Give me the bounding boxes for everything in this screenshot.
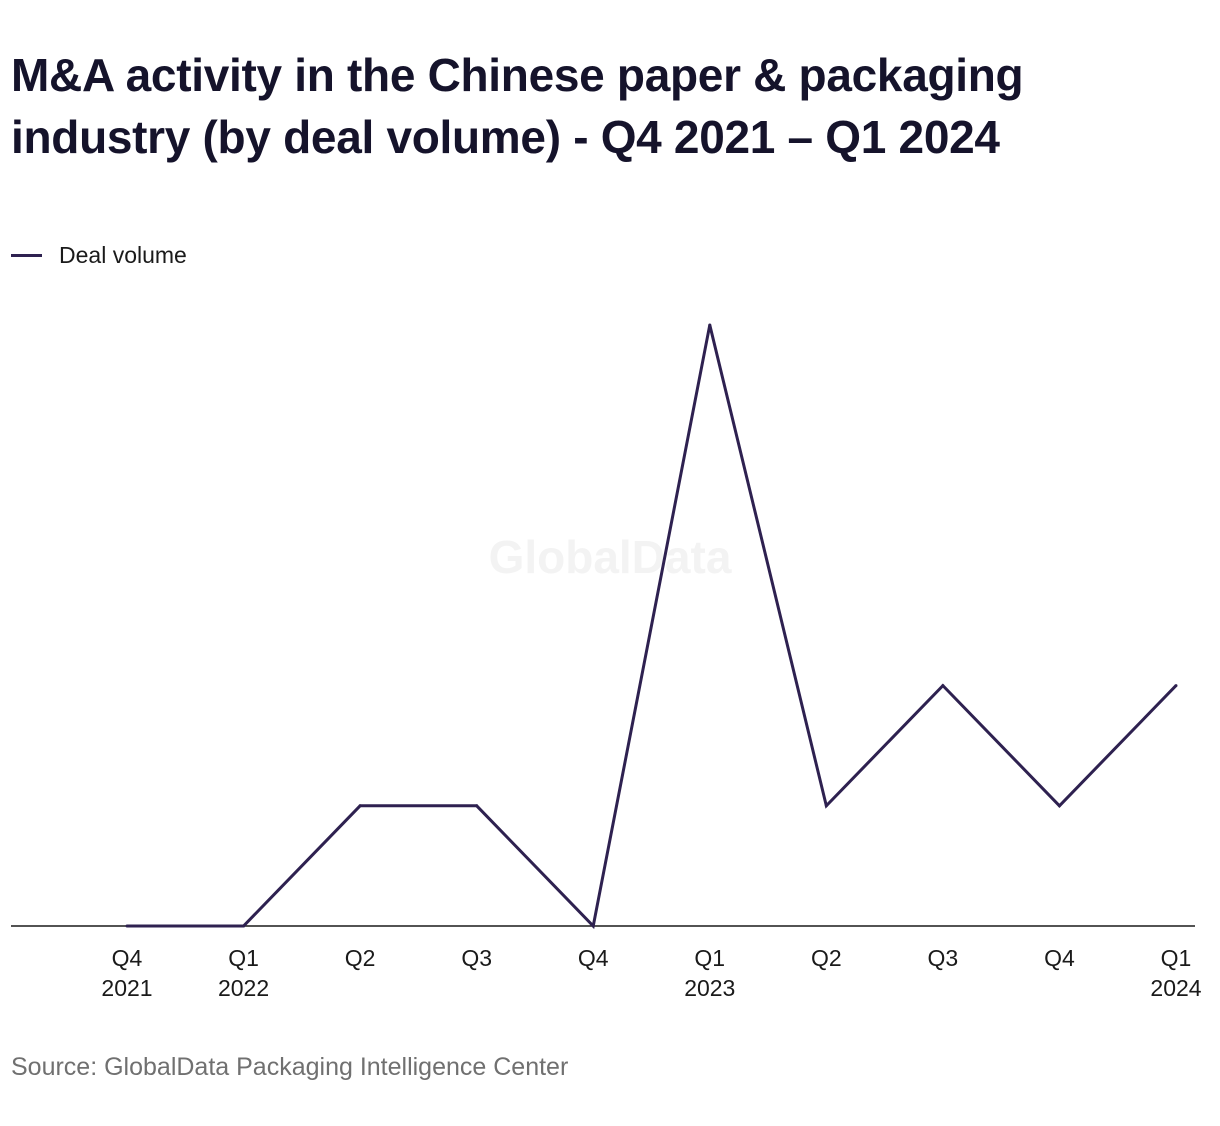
plot-area [11, 323, 1195, 930]
x-tick-label-2: Q2 [345, 945, 376, 971]
x-tick-label-7: Q3 [928, 945, 959, 971]
chart-title: M&A activity in the Chinese paper & pack… [11, 49, 1024, 163]
legend-label-deal-volume: Deal volume [59, 242, 187, 268]
data-point-2 [358, 804, 362, 808]
source-note: Source: GlobalData Packaging Intelligenc… [11, 1053, 569, 1081]
data-point-5 [708, 323, 712, 327]
data-point-4 [591, 924, 595, 928]
x-tick-label-4: Q4 [578, 945, 609, 971]
data-point-7 [941, 684, 945, 688]
x-tick-label-6: Q2 [811, 945, 842, 971]
series-line-deal-volume [127, 324, 1178, 930]
x-tick-label-3: Q3 [461, 945, 492, 971]
x-tick-label-9: Q1 2024 [1150, 945, 1201, 1001]
data-point-1 [242, 924, 246, 928]
data-point-6 [824, 804, 828, 808]
chart-legend: Deal volume [11, 242, 187, 269]
x-tick-label-8: Q4 [1044, 945, 1075, 971]
line-chart: Q4 2021 Q1 2022 Q2 Q3 Q4 Q1 2023 Q2 Q3 Q4 Q1 2024 [11, 323, 1202, 1001]
x-tick-label-0: Q4 2021 [101, 945, 152, 1001]
data-point-0 [125, 924, 129, 928]
legend-swatch-deal-volume [11, 254, 42, 257]
x-axis-ticks: Q4 2021 Q1 2022 Q2 Q3 Q4 Q1 2023 Q2 Q3 Q4 Q1 2024 [101, 945, 1201, 1001]
x-tick-label-5: Q1 2023 [684, 945, 735, 1001]
x-tick-label-1: Q1 2022 [218, 945, 269, 1001]
data-point-8 [1057, 804, 1061, 808]
watermark-logo: GlobalData [488, 531, 732, 583]
data-point-3 [475, 804, 479, 808]
data-point-9 [1174, 684, 1178, 688]
